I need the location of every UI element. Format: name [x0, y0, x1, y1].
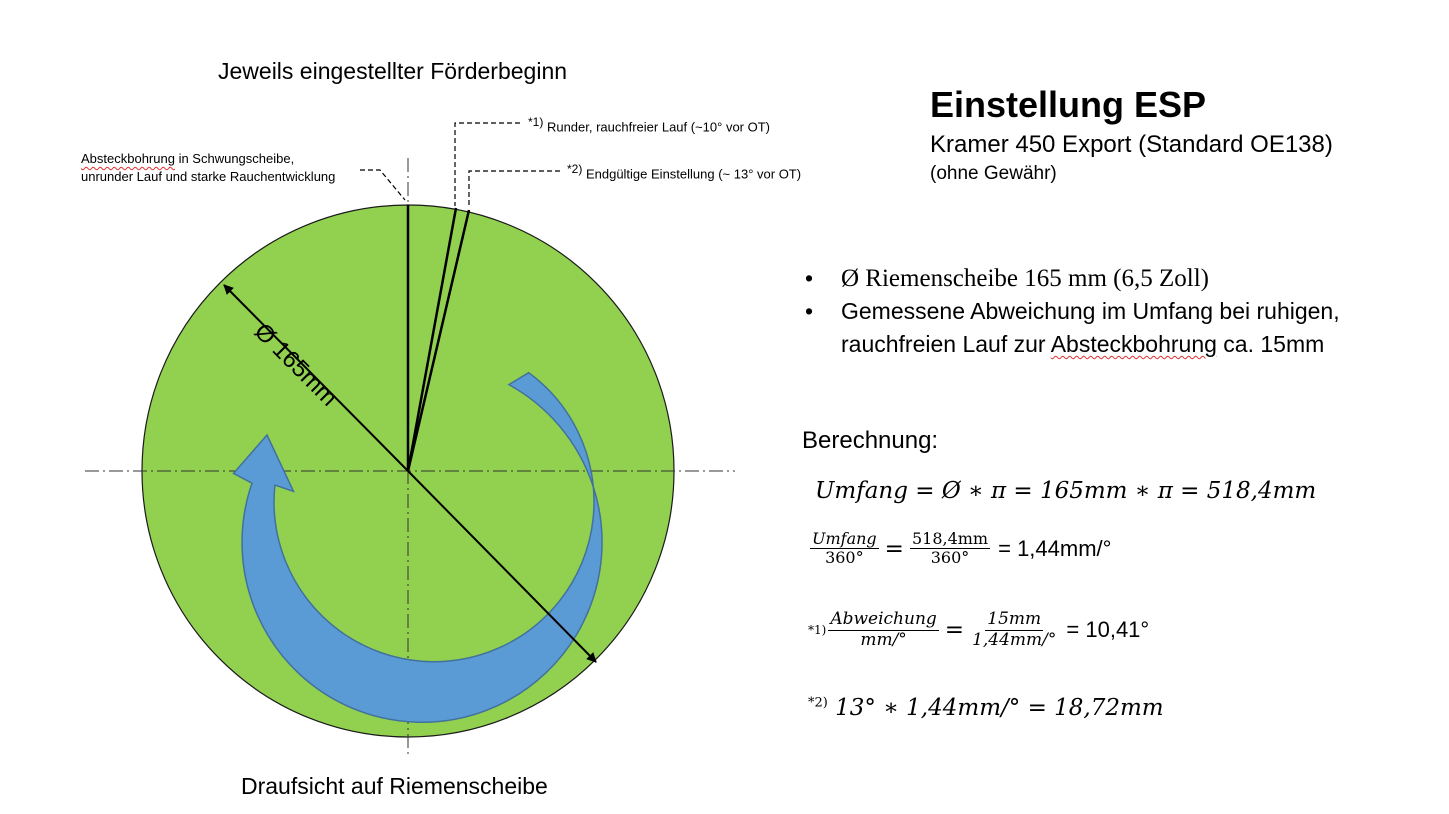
eq2-den2: 360° — [930, 548, 970, 568]
eq4-mark: *2) — [808, 695, 828, 711]
note-1-text: Runder, rauchfreier Lauf (~10° vor OT) — [543, 119, 771, 135]
eq2-result: = 1,44mm/° — [998, 535, 1112, 561]
diameter-arrow — [407, 470, 597, 663]
note-1: *1) Runder, rauchfreier Lauf (~10° vor O… — [528, 115, 770, 134]
note-left-rest: in Schwungscheibe, — [174, 151, 295, 166]
bullet-item: Gemessene Abweichung im Umfang bei ruhig… — [805, 295, 1401, 361]
setting-line-10deg — [406, 207, 458, 472]
diagram-caption: Draufsicht auf Riemenscheibe — [241, 773, 548, 799]
note-1-mark: *1) — [528, 115, 544, 129]
note-2-mark: *2) — [567, 162, 583, 176]
leader-line-note2 — [468, 170, 560, 206]
eq3-num2: 15mm — [985, 609, 1044, 631]
equation-circumference: Umfang = Ø ∗ π = 165mm ∗ π = 518,4mm — [815, 478, 1317, 504]
eq4-text: 13° ∗ 1,44mm/° = 18,72mm — [835, 695, 1164, 721]
note-left-line2: unrunder Lauf und starke Rauchentwicklun… — [81, 169, 336, 184]
note-2: *2) Endgültige Einstellung (~ 13° vor OT… — [567, 162, 801, 181]
eq3-result: = 10,41° — [1066, 617, 1150, 643]
eq3-mark: *1) — [808, 623, 827, 638]
bullet-deviation-word: Absteckbohrung — [1050, 331, 1217, 357]
eq2-num2: 518,4mm — [909, 529, 991, 550]
note-left-word: Absteckbohrung — [81, 151, 175, 166]
bullet-diameter: Ø Riemenscheibe 165 mm (6,5 Zoll) — [841, 265, 1209, 292]
page-title: Einstellung ESP — [930, 84, 1207, 125]
bullet-deviation-part2: ca. 15mm — [1216, 331, 1325, 357]
eq3-den1: mm/° — [860, 629, 907, 650]
disclaimer: (ohne Gewähr) — [930, 163, 1057, 184]
equation-mm-per-degree: Umfang 360° = 518,4mm 360° = 1,44mm/° — [808, 529, 1112, 568]
note-absteckbohrung: Absteckbohrung in Schwungscheibe, unrund… — [81, 150, 335, 186]
rotation-arrow — [232, 371, 603, 724]
info-bullets: Ø Riemenscheibe 165 mm (6,5 Zoll) Gemess… — [805, 262, 1401, 361]
bullet-deviation-part1: Gemessene Abweichung im Umfang bei ruhig… — [841, 298, 1340, 357]
eq3-den2: 1,44mm/° — [972, 629, 1057, 650]
eq2-num1: Umfang — [810, 529, 879, 550]
leader-line-left — [360, 169, 406, 201]
eq3-num1: Abweichung — [828, 609, 939, 631]
note-2-text: Endgültige Einstellung (~ 13° vor OT) — [582, 166, 802, 182]
equation-deviation-degrees: *1) Abweichung mm/° = 15mm 1,44mm/° = 10,4… — [808, 609, 1150, 650]
leader-line-note1 — [454, 122, 520, 206]
page-subtitle: Kramer 450 Export (Standard OE138) — [930, 131, 1333, 158]
calc-heading: Berechnung: — [802, 427, 939, 454]
eq3-equals: = — [944, 617, 965, 644]
setting-line-13deg — [406, 209, 471, 472]
eq2-den1: 360° — [825, 548, 864, 568]
bullet-item: Ø Riemenscheibe 165 mm (6,5 Zoll) — [805, 262, 1401, 295]
diagram-title: Jeweils eingestellter Förderbeginn — [218, 58, 568, 84]
eq2-equals: = — [884, 535, 904, 562]
diameter-arrow — [223, 284, 409, 472]
equation-final-offset: *2) 13° ∗ 1,44mm/° = 18,72mm — [808, 695, 1164, 721]
